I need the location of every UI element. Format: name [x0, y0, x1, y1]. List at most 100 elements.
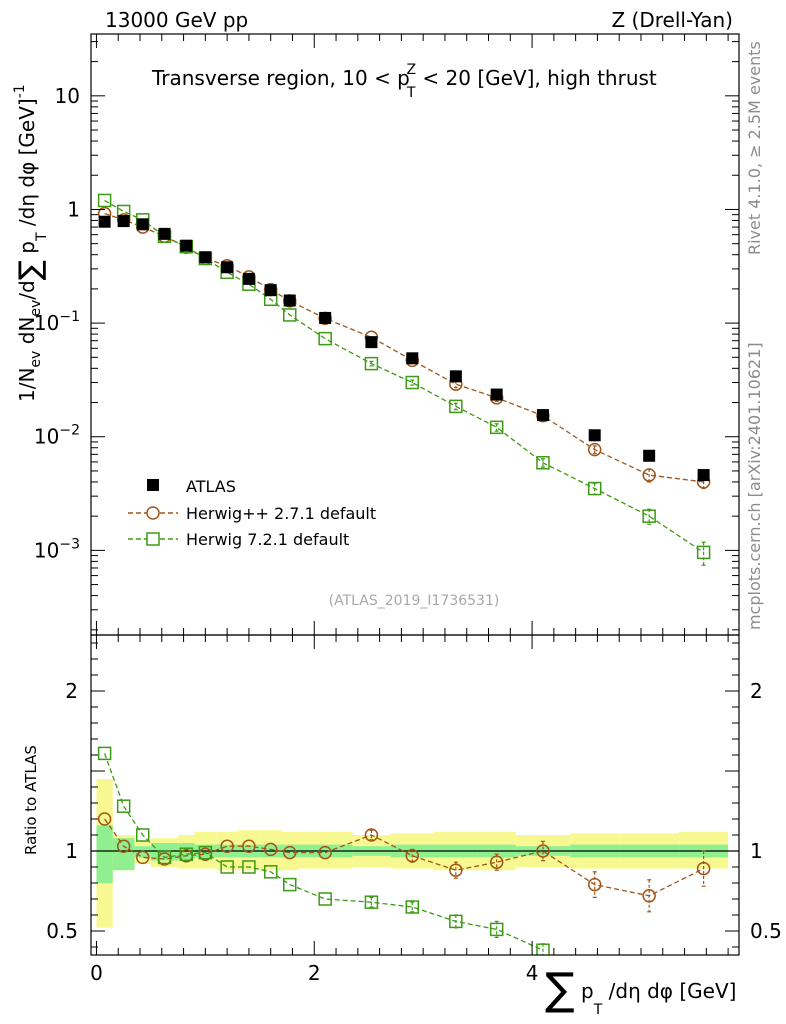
- legend-herwig7-label: Herwig 7.2.1 default: [186, 530, 349, 549]
- ratio-herwigpp-point: [536, 844, 550, 858]
- ratio-herwigpp-point: [263, 842, 278, 857]
- main-atlas-point: [283, 294, 296, 307]
- x-axis-label: ∑ pT /dη dφ [GeV]: [545, 964, 736, 1018]
- ratio-y-tick-label: 2: [65, 679, 78, 703]
- main-circle-line: [104, 212, 704, 483]
- main-atlas-point: [221, 261, 234, 274]
- ratio-herwig7-point: [198, 845, 213, 860]
- ratio-herwigpp-point: [283, 845, 297, 860]
- ratio-panel: 0.5 0.5 1 1 2 2 0 2 4 Ratio to ATLAS ∑ pT /dη dφ…: [22, 634, 782, 1018]
- ratio-herwig7-point: [364, 895, 379, 909]
- main-atlas-point: [136, 218, 149, 231]
- main-atlas-point: [242, 272, 255, 285]
- ratio-herwigpp-point: [642, 889, 656, 903]
- ratio-y-tick-label-right: 1: [750, 839, 763, 863]
- main-herwig7-point: [642, 509, 656, 523]
- main-square-line: [104, 199, 704, 553]
- legend-herwigpp-marker: [146, 506, 160, 520]
- main-atlas-point: [180, 239, 193, 252]
- ratio-herwigpp-point: [696, 861, 711, 876]
- main-atlas-point: [199, 251, 212, 264]
- ratio-herwig7-point: [97, 746, 112, 761]
- ratio-herwig7-point: [135, 828, 150, 842]
- ratio-circle-line: [104, 818, 704, 897]
- ratio-tick-labels: 0.5 0.5 1 1 2 2 0 2 4: [46, 679, 782, 985]
- main-herwig7-point: [318, 331, 332, 346]
- ratio-herwig7-point: [220, 860, 234, 874]
- main-y-tick-label: 10−1: [34, 309, 80, 335]
- ratio-herwigpp-point: [318, 845, 332, 860]
- ratio-herwig7-point: [242, 860, 256, 874]
- legend-herwigpp-label: Herwig++ 2.7.1 default: [186, 504, 376, 523]
- ratio-herwig7-point: [179, 847, 194, 861]
- main-atlas-point: [536, 409, 549, 422]
- main-atlas-point: [406, 352, 419, 365]
- ratio-frame: [90, 634, 740, 956]
- main-herwig7-point: [283, 308, 297, 322]
- process-label: Z (Drell-Yan): [611, 8, 733, 32]
- legend-atlas-label: ATLAS: [186, 477, 236, 496]
- chart-title: Transverse region, 10 < p TZ < 20 [GeV], …: [151, 62, 657, 101]
- ratio-herwig7-point: [536, 943, 550, 955]
- ratio-y-axis-label: Ratio to ATLAS: [22, 745, 40, 855]
- ratio-y-tick-label-right: 2: [750, 679, 763, 703]
- main-ticks: [91, 34, 739, 635]
- ratio-square-line: [104, 753, 544, 951]
- main-atlas-point: [98, 215, 111, 228]
- ratio-ticks: [91, 635, 739, 955]
- main-herwigpp-point: [642, 468, 656, 482]
- main-atlas-point: [158, 227, 171, 240]
- main-herwig7-point: [449, 399, 463, 414]
- ratio-herwigpp-point: [97, 812, 112, 826]
- main-herwig7-point: [405, 375, 420, 390]
- ratio-y-tick-label: 1: [65, 839, 78, 863]
- ratio-herwigpp-point: [220, 839, 234, 853]
- ratio-herwigpp-point: [242, 839, 256, 853]
- ratio-herwigpp-point: [135, 850, 150, 865]
- main-y-tick-labels: 10 1 10−1 10−2 10−3: [34, 84, 80, 563]
- mcplots-label: mcplots.cern.ch [arXiv:2401.10621]: [745, 342, 764, 630]
- ratio-y-tick-label-right: 0.5: [750, 919, 782, 943]
- ratio-herwig7-point: [157, 850, 172, 865]
- ratio-y-tick-label: 0.5: [46, 919, 78, 943]
- energy-label: 13000 GeV pp: [105, 8, 248, 32]
- main-herwigpp-point: [587, 442, 602, 457]
- x-tick-label: 0: [90, 961, 103, 985]
- ratio-herwig7-point: [116, 799, 131, 813]
- main-herwig7-point: [587, 481, 602, 496]
- main-herwig7-point: [364, 356, 379, 371]
- ratio-data-layer: [91, 746, 739, 955]
- rivet-version-label: Rivet 4.1.0, ≥ 2.5M events: [745, 41, 764, 255]
- ratio-stat-band: [112, 838, 135, 871]
- ratio-herwig7-point: [405, 900, 420, 914]
- legend: ATLAS Herwig++ 2.7.1 default Herwig 7.2.…: [128, 477, 376, 549]
- main-atlas-point: [264, 284, 277, 297]
- main-atlas-point: [449, 370, 462, 383]
- ratio-herwig7-point: [489, 922, 504, 937]
- analysis-watermark: (ATLAS_2019_I1736531): [329, 593, 500, 609]
- main-herwig7-point: [489, 420, 504, 435]
- ratio-herwigpp-point: [449, 863, 463, 877]
- main-y-tick-label: 10−2: [34, 423, 80, 449]
- ratio-herwigpp-point: [587, 877, 602, 892]
- ratio-stat-band: [96, 825, 113, 883]
- main-herwig7-point: [696, 545, 711, 560]
- main-y-tick-label: 10−3: [34, 536, 80, 562]
- legend-herwig7-marker: [146, 532, 160, 546]
- main-atlas-point: [697, 469, 710, 482]
- ratio-herwigpp-point: [489, 855, 504, 869]
- main-y-tick-label: 1: [67, 197, 80, 221]
- ratio-herwigpp-point: [116, 839, 131, 853]
- main-atlas-point: [117, 215, 130, 228]
- ratio-herwig7-point: [449, 914, 463, 929]
- ratio-herwigpp-point: [405, 849, 420, 863]
- main-atlas-point: [319, 311, 332, 324]
- main-data-layer: [97, 193, 711, 566]
- ratio-herwigpp-point: [364, 828, 379, 842]
- main-panel: 10 1 10−1 10−2 10−3 Transverse region, 10 < …: [12, 33, 740, 636]
- x-tick-label: 4: [526, 961, 539, 985]
- main-atlas-point: [588, 429, 601, 442]
- main-herwig7-point: [97, 193, 112, 208]
- ratio-herwig7-point: [318, 892, 332, 906]
- main-herwig7-point: [536, 456, 550, 470]
